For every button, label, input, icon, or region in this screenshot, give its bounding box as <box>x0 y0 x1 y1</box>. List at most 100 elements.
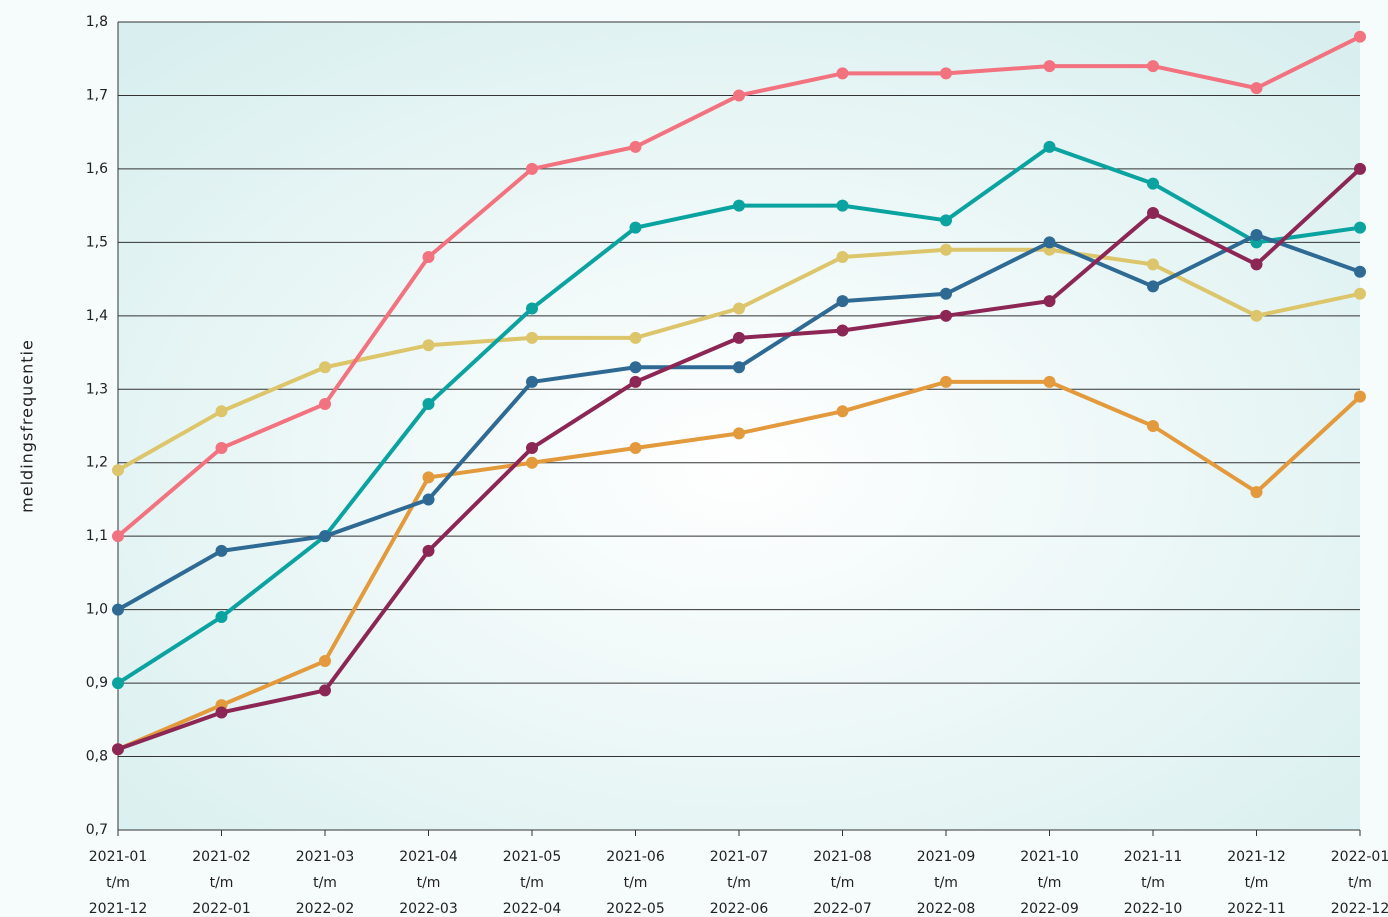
data-point <box>319 684 331 697</box>
data-point <box>1147 206 1159 219</box>
data-point <box>1250 309 1263 322</box>
data-point <box>940 243 952 256</box>
x-tick-label: 2022-09 <box>1020 901 1079 917</box>
x-tick-label: 2022-08 <box>917 901 976 917</box>
x-tick-label: t/m <box>1141 875 1165 891</box>
x-tick-label: 2021-04 <box>399 849 458 865</box>
data-point <box>1147 258 1159 271</box>
x-tick-label: 2021-05 <box>503 849 562 865</box>
x-tick-label: 2022-01 <box>192 901 251 917</box>
data-point <box>836 199 849 212</box>
data-point <box>112 677 124 690</box>
x-tick-label: 2022-11 <box>1227 901 1286 917</box>
data-point <box>1354 162 1366 175</box>
data-point <box>422 251 435 264</box>
x-tick-label: 2021-08 <box>813 849 872 865</box>
data-point <box>1250 82 1263 95</box>
data-point <box>422 471 435 484</box>
data-point <box>1354 221 1366 234</box>
y-tick-label: 1,8 <box>86 14 108 30</box>
x-tick-label: 2021-09 <box>917 849 976 865</box>
x-tick-label: 2022-06 <box>710 901 769 917</box>
x-tick-label: 2021-12 <box>89 901 148 917</box>
data-point <box>1354 30 1366 43</box>
data-point <box>1043 60 1056 73</box>
x-tick-label: 2021-12 <box>1227 849 1286 865</box>
data-point <box>629 361 642 374</box>
x-tick-label: t/m <box>520 875 544 891</box>
y-tick-label: 1,5 <box>86 234 108 250</box>
x-tick-label: t/m <box>934 875 958 891</box>
x-tick-label: t/m <box>1348 875 1372 891</box>
data-point <box>319 361 331 374</box>
y-tick-label: 1,2 <box>86 455 108 471</box>
y-tick-label: 1,6 <box>86 161 108 177</box>
data-point <box>526 162 538 175</box>
data-point <box>215 610 228 623</box>
x-tick-label: 2022-07 <box>813 901 872 917</box>
data-point <box>1147 177 1159 190</box>
x-tick-label: 2022-12 <box>1331 901 1388 917</box>
data-point <box>1354 390 1366 403</box>
x-tick-label: t/m <box>210 875 234 891</box>
y-tick-label: 1,4 <box>86 308 108 324</box>
data-point <box>1043 295 1056 308</box>
x-tick-label: 2021-01 <box>89 849 148 865</box>
x-tick-label: 2021-06 <box>606 849 665 865</box>
data-point <box>215 544 228 557</box>
data-point <box>215 405 228 418</box>
data-point <box>629 221 642 234</box>
data-point <box>422 544 435 557</box>
y-tick-label: 1,0 <box>86 602 108 618</box>
data-point <box>940 287 952 300</box>
data-point <box>1354 287 1366 300</box>
data-point <box>629 442 642 455</box>
data-point <box>629 331 642 344</box>
data-point <box>733 331 745 344</box>
data-point <box>112 743 124 756</box>
data-point <box>1043 236 1056 249</box>
data-point <box>319 397 331 410</box>
data-point <box>422 493 435 506</box>
x-tick-label: 2022-04 <box>503 901 562 917</box>
data-point <box>422 397 435 410</box>
x-tick-label: 2021-10 <box>1020 849 1079 865</box>
x-tick-label: t/m <box>313 875 337 891</box>
data-point <box>836 67 849 80</box>
x-tick-label: t/m <box>727 875 751 891</box>
data-point <box>733 302 745 315</box>
data-point <box>526 456 538 469</box>
data-point <box>112 603 124 616</box>
data-point <box>1250 486 1263 499</box>
data-point <box>215 706 228 719</box>
data-point <box>836 405 849 418</box>
y-tick-label: 0,7 <box>86 822 108 838</box>
data-point <box>733 89 745 102</box>
data-point <box>733 199 745 212</box>
data-point <box>1043 375 1056 388</box>
data-point <box>1147 420 1159 432</box>
data-point <box>1354 265 1366 278</box>
data-point <box>629 375 642 388</box>
data-point <box>836 324 849 337</box>
plot-area <box>118 22 1360 830</box>
data-point <box>733 427 745 440</box>
data-point <box>1147 280 1159 293</box>
y-tick-label: 1,1 <box>86 528 108 544</box>
y-axis-label: meldingsfrequentie <box>18 339 37 513</box>
y-tick-label: 0,9 <box>86 675 108 691</box>
x-tick-label: t/m <box>831 875 855 891</box>
data-point <box>733 361 745 374</box>
x-tick-label: 2022-03 <box>399 901 458 917</box>
data-point <box>215 442 228 455</box>
x-tick-label: t/m <box>624 875 648 891</box>
data-point <box>1147 60 1159 73</box>
x-tick-label: t/m <box>1038 875 1062 891</box>
x-tick-label: 2021-07 <box>710 849 769 865</box>
x-tick-label: 2022-10 <box>1124 901 1183 917</box>
data-point <box>836 295 849 308</box>
x-tick-label: 2021-02 <box>192 849 251 865</box>
x-tick-label: 2021-11 <box>1124 849 1183 865</box>
x-tick-label: 2022-02 <box>296 901 355 917</box>
